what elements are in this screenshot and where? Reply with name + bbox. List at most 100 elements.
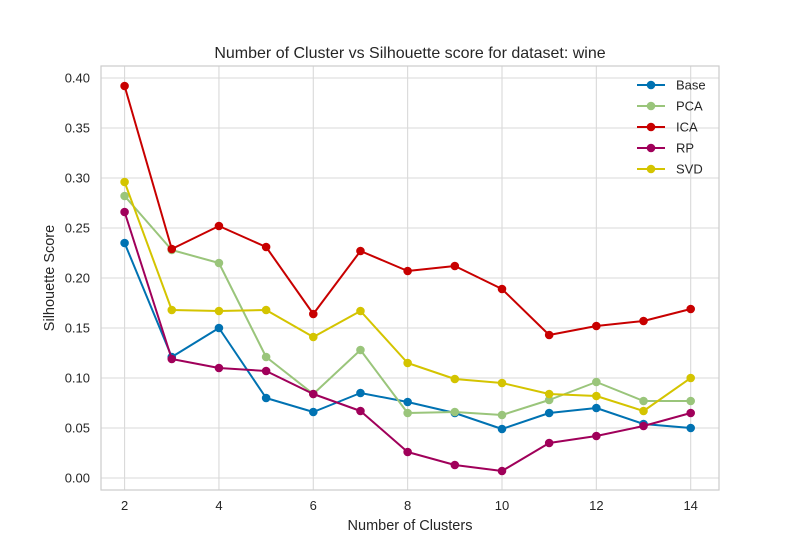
legend-item-svd: SVD <box>637 162 703 177</box>
data-point-svd <box>214 306 224 316</box>
data-point-pca <box>403 408 412 418</box>
y-tick-label: 0.10 <box>65 371 90 386</box>
series-svd <box>120 177 695 416</box>
y-tick-label: 0.25 <box>65 221 90 236</box>
data-point-rp <box>261 366 271 376</box>
data-point-rp <box>450 460 460 470</box>
data-point-rp <box>308 389 318 399</box>
series-rp <box>120 207 695 476</box>
legend-marker <box>646 122 656 132</box>
data-point-pca <box>120 191 129 201</box>
data-point-ica <box>356 246 365 256</box>
y-tick-label: 0.30 <box>65 171 90 186</box>
data-point-svd <box>120 177 129 187</box>
data-point-pca <box>261 352 271 362</box>
legend-label: RP <box>676 141 694 156</box>
data-point-base <box>261 393 271 403</box>
legend-item-ica: ICA <box>637 120 698 135</box>
data-point-ica <box>167 244 177 254</box>
data-point-svd <box>167 305 177 315</box>
data-point-svd <box>450 374 460 384</box>
legend: Base PCA ICA RP SVD <box>637 78 706 177</box>
data-point-rp <box>403 447 412 457</box>
series-pca <box>120 191 695 420</box>
y-tick-label: 0.00 <box>65 471 90 486</box>
data-point-rp <box>120 207 129 217</box>
x-tick-label: 2 <box>121 498 128 513</box>
series-ica <box>120 81 695 340</box>
y-tick-label: 0.35 <box>65 121 90 136</box>
x-axis-ticks: 2 4 6 8 10 12 14 <box>121 498 698 513</box>
legend-item-base: Base <box>637 78 706 93</box>
legend-item-pca: PCA <box>637 99 703 114</box>
y-tick-label: 0.20 <box>65 271 90 286</box>
data-point-pca <box>592 377 601 387</box>
y-axis-label: Silhouette Score <box>42 225 58 331</box>
grid <box>101 66 719 490</box>
data-point-base <box>356 388 365 398</box>
data-point-svd <box>544 389 554 399</box>
legend-label: Base <box>676 78 706 93</box>
series-group <box>120 81 695 476</box>
data-point-svd <box>261 305 271 315</box>
y-tick-label: 0.05 <box>65 421 90 436</box>
data-point-rp <box>356 406 365 416</box>
data-point-rp <box>214 363 224 373</box>
data-point-ica <box>214 221 224 231</box>
data-point-pca <box>544 395 554 405</box>
x-tick-label: 6 <box>310 498 317 513</box>
data-point-rp <box>686 408 695 418</box>
data-point-pca <box>686 396 695 406</box>
chart-title: Number of Cluster vs Silhouette score fo… <box>214 45 605 62</box>
data-point-base <box>214 323 224 333</box>
data-point-base <box>592 403 601 413</box>
data-point-pca <box>214 258 224 268</box>
data-point-pca <box>356 345 365 355</box>
data-point-ica <box>308 309 318 319</box>
x-tick-label: 8 <box>404 498 411 513</box>
legend-label: SVD <box>676 162 703 177</box>
x-tick-label: 10 <box>495 498 509 513</box>
data-point-svd <box>686 373 695 383</box>
legend-item-rp: RP <box>637 141 694 156</box>
data-point-ica <box>120 81 129 91</box>
data-point-rp <box>497 466 507 476</box>
y-tick-label: 0.40 <box>65 71 90 86</box>
data-point-rp <box>167 354 177 364</box>
data-point-rp <box>639 421 648 431</box>
data-point-pca <box>497 410 507 420</box>
legend-marker <box>646 143 656 153</box>
data-point-ica <box>592 321 601 331</box>
data-point-rp <box>592 431 601 441</box>
data-point-pca <box>639 396 648 406</box>
data-point-ica <box>544 330 554 340</box>
data-point-svd <box>592 391 601 401</box>
data-point-base <box>403 397 412 407</box>
legend-marker <box>646 80 656 90</box>
x-tick-label: 4 <box>215 498 222 513</box>
data-point-svd <box>403 358 412 368</box>
y-axis-ticks: 0.00 0.05 0.10 0.15 0.20 0.25 0.30 0.35 0.40 <box>65 71 90 486</box>
data-point-ica <box>639 316 648 326</box>
data-point-ica <box>497 284 507 294</box>
legend-marker <box>646 164 656 174</box>
legend-marker <box>646 101 656 111</box>
x-tick-label: 12 <box>589 498 603 513</box>
data-point-pca <box>450 407 460 417</box>
data-point-base <box>497 424 507 434</box>
data-point-ica <box>261 242 271 252</box>
data-point-rp <box>544 438 554 448</box>
x-axis-label: Number of Clusters <box>348 518 473 534</box>
x-tick-label: 14 <box>683 498 697 513</box>
data-point-ica <box>686 304 695 314</box>
legend-label: ICA <box>676 120 698 135</box>
legend-label: PCA <box>676 99 703 114</box>
data-point-ica <box>403 266 412 276</box>
data-point-base <box>308 407 318 417</box>
data-point-base <box>686 423 695 433</box>
data-point-ica <box>450 261 460 271</box>
plot-area <box>100 65 720 491</box>
y-tick-label: 0.15 <box>65 321 90 336</box>
